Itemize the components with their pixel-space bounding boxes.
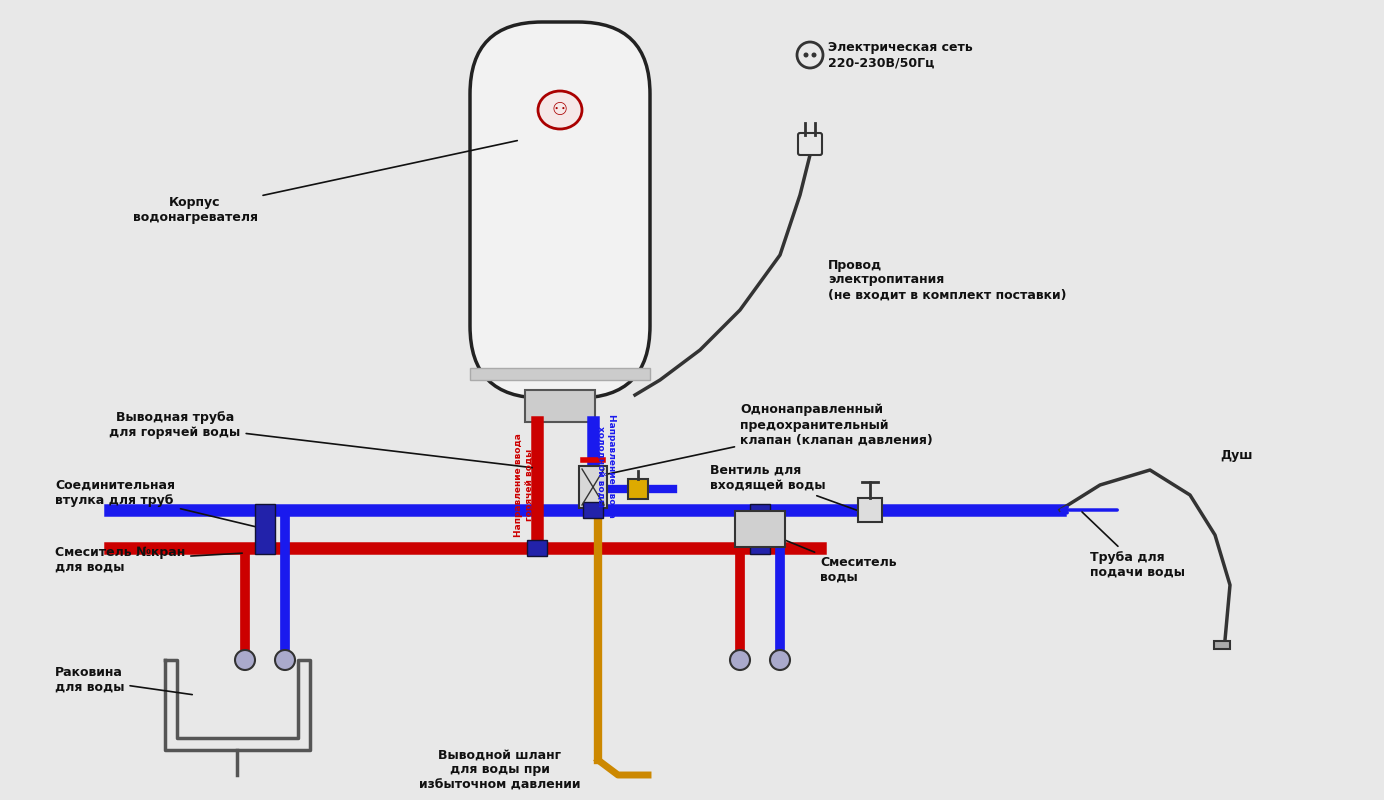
Bar — [858, 498, 882, 522]
Bar — [255, 504, 275, 554]
Text: Направление ввода
холодной воды: Направление ввода холодной воды — [597, 414, 616, 518]
Bar — [583, 502, 603, 518]
FancyBboxPatch shape — [471, 22, 650, 398]
Text: Смеситель
воды: Смеситель воды — [772, 535, 897, 584]
Circle shape — [235, 650, 255, 670]
Circle shape — [797, 42, 823, 68]
Text: ⚇: ⚇ — [552, 101, 567, 119]
Text: Труба для
подачи воды: Труба для подачи воды — [1082, 512, 1185, 579]
Bar — [525, 390, 595, 422]
Text: Раковина
для воды: Раковина для воды — [55, 666, 192, 694]
Bar — [628, 479, 648, 499]
Bar — [1214, 641, 1230, 649]
Circle shape — [770, 650, 790, 670]
Bar — [527, 540, 547, 556]
Circle shape — [275, 650, 295, 670]
FancyBboxPatch shape — [799, 133, 822, 155]
Ellipse shape — [538, 91, 583, 129]
Text: Провод
электропитания
(не входит в комплект поставки): Провод электропитания (не входит в компл… — [828, 258, 1067, 302]
Bar — [579, 466, 608, 508]
Bar — [735, 511, 785, 547]
Circle shape — [804, 53, 808, 58]
Text: Соединительная
втулка для труб: Соединительная втулка для труб — [55, 479, 263, 528]
Text: Выводной шланг
для воды при
избыточном давлении: Выводной шланг для воды при избыточном д… — [419, 749, 581, 791]
Text: Выводная труба
для горячей воды: Выводная труба для горячей воды — [109, 411, 533, 468]
Circle shape — [729, 650, 750, 670]
Text: Вентиль для
входящей воды: Вентиль для входящей воды — [710, 464, 868, 514]
Text: Направление ввода
горячей воды: Направление ввода горячей воды — [515, 433, 534, 537]
Text: Однонаправленный
предохранительный
клапан (клапан давления): Однонаправленный предохранительный клапа… — [606, 403, 933, 474]
Text: Смеситель №кран
для воды: Смеситель №кран для воды — [55, 546, 242, 574]
Bar — [471, 368, 650, 380]
Bar — [750, 504, 770, 554]
Text: Корпус
водонагревателя: Корпус водонагревателя — [133, 141, 518, 224]
Circle shape — [811, 53, 817, 58]
Text: Душ: Душ — [1221, 449, 1253, 462]
Text: Электрическая сеть
220-230В/50Гц: Электрическая сеть 220-230В/50Гц — [828, 41, 973, 69]
